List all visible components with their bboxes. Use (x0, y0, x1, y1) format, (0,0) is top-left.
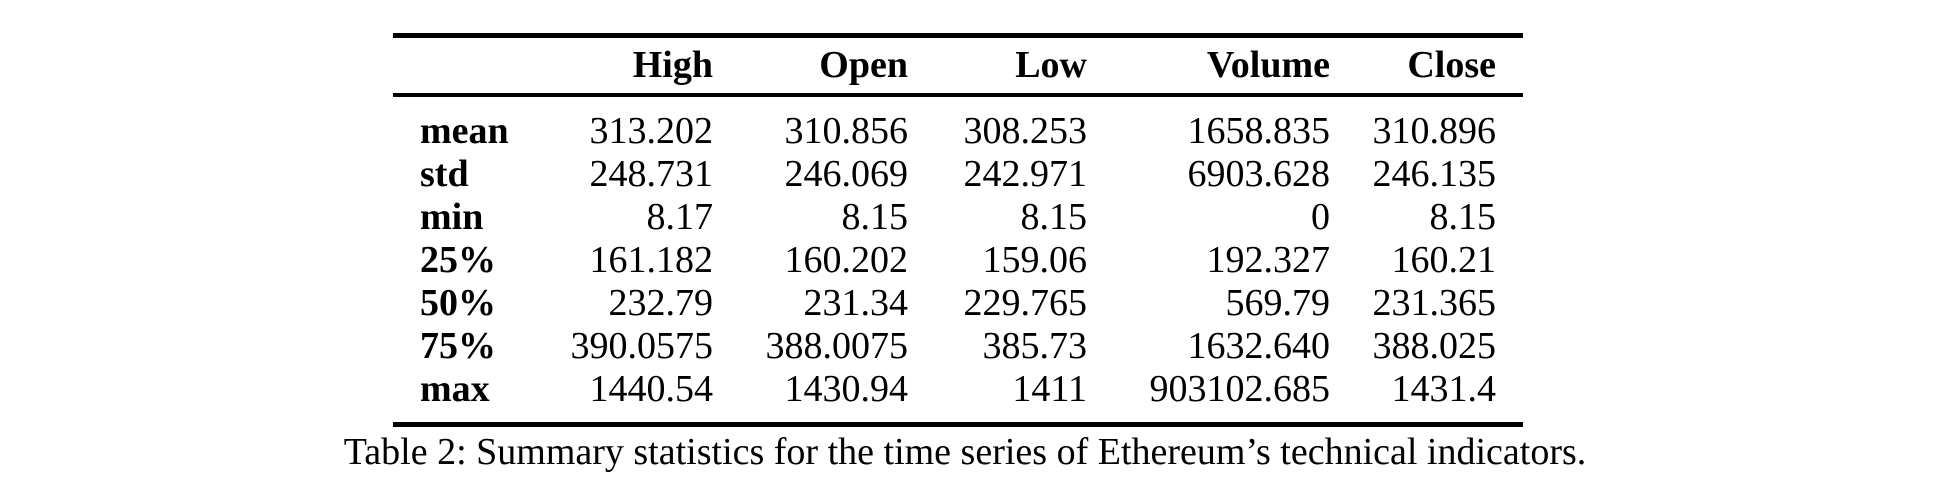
cell-volume: 6903.628 (1187, 153, 1331, 195)
corner-cell (393, 35, 540, 97)
stats-table: High Open Low Volume Close mean 313.202 310.85… (393, 33, 1523, 427)
summary-statistics-table: High Open Low Volume Close mean 313.202 310.85… (393, 33, 1523, 427)
table-row: std 248.731 246.069 242.971 6903.628 246.135 (393, 153, 1523, 196)
cell-high: 232.79 (608, 282, 714, 324)
cell-open: 231.34 (803, 282, 909, 324)
cell-open: 246.069 (784, 153, 909, 195)
cell-open: 8.15 (841, 196, 909, 238)
cell-low: 229.765 (963, 282, 1088, 324)
cell-high: 313.202 (589, 110, 714, 152)
cell-close: 310.896 (1372, 110, 1497, 152)
cell-low: 8.15 (1020, 196, 1088, 238)
row-label: 50% (420, 282, 496, 324)
cell-open: 1430.94 (784, 368, 909, 410)
cell-close: 231.365 (1372, 282, 1497, 324)
column-header-close: Close (1330, 35, 1523, 97)
cell-open: 310.856 (784, 110, 909, 152)
table-row: 50% 232.79 231.34 229.765 569.79 231.365 (393, 282, 1523, 325)
table-header: High Open Low Volume Close (393, 35, 1523, 97)
cell-close: 1431.4 (1391, 368, 1497, 410)
column-header-high: High (540, 35, 713, 97)
cell-high: 248.731 (589, 153, 714, 195)
cell-low: 385.73 (982, 325, 1088, 367)
cell-low: 1411 (1012, 368, 1087, 410)
cell-high: 390.0575 (570, 325, 714, 367)
row-label: max (420, 368, 490, 410)
table-row: max 1440.54 1430.94 1411 903102.685 1431.4 (393, 368, 1523, 425)
column-header-volume: Volume (1087, 35, 1330, 97)
table-row: min 8.17 8.15 8.15 0 8.15 (393, 196, 1523, 239)
column-header-low: Low (908, 35, 1087, 97)
row-label: min (420, 196, 484, 238)
cell-volume: 903102.685 (1149, 368, 1331, 410)
cell-low: 308.253 (963, 110, 1088, 152)
column-header-open: Open (713, 35, 908, 97)
cell-high: 8.17 (646, 196, 714, 238)
row-label: 25% (420, 239, 496, 281)
row-label: std (420, 153, 469, 195)
cell-volume: 0 (1311, 196, 1330, 238)
table-row: 25% 161.182 160.202 159.06 192.327 160.21 (393, 239, 1523, 282)
row-label: mean (420, 110, 509, 152)
cell-close: 246.135 (1372, 153, 1497, 195)
cell-high: 161.182 (589, 239, 714, 281)
cell-volume: 1658.835 (1187, 110, 1331, 152)
table-row: mean 313.202 310.856 308.253 1658.835 310.896 (393, 95, 1523, 153)
cell-close: 160.21 (1391, 239, 1497, 281)
header-row: High Open Low Volume Close (393, 35, 1523, 97)
cell-close: 8.15 (1429, 196, 1497, 238)
cell-volume: 1632.640 (1187, 325, 1331, 367)
cell-open: 388.0075 (765, 325, 909, 367)
table-caption: Table 2: Summary statistics for the time… (343, 431, 1587, 473)
cell-low: 159.06 (982, 239, 1088, 281)
cell-volume: 192.327 (1206, 239, 1331, 281)
cell-volume: 569.79 (1225, 282, 1331, 324)
cell-low: 242.971 (963, 153, 1088, 195)
cell-open: 160.202 (784, 239, 909, 281)
table-row: 75% 390.0575 388.0075 385.73 1632.640 388.025 (393, 325, 1523, 368)
row-label: 75% (420, 325, 496, 367)
cell-close: 388.025 (1372, 325, 1497, 367)
cell-high: 1440.54 (589, 368, 714, 410)
table-body: mean 313.202 310.856 308.253 1658.835 310.896… (393, 95, 1523, 425)
